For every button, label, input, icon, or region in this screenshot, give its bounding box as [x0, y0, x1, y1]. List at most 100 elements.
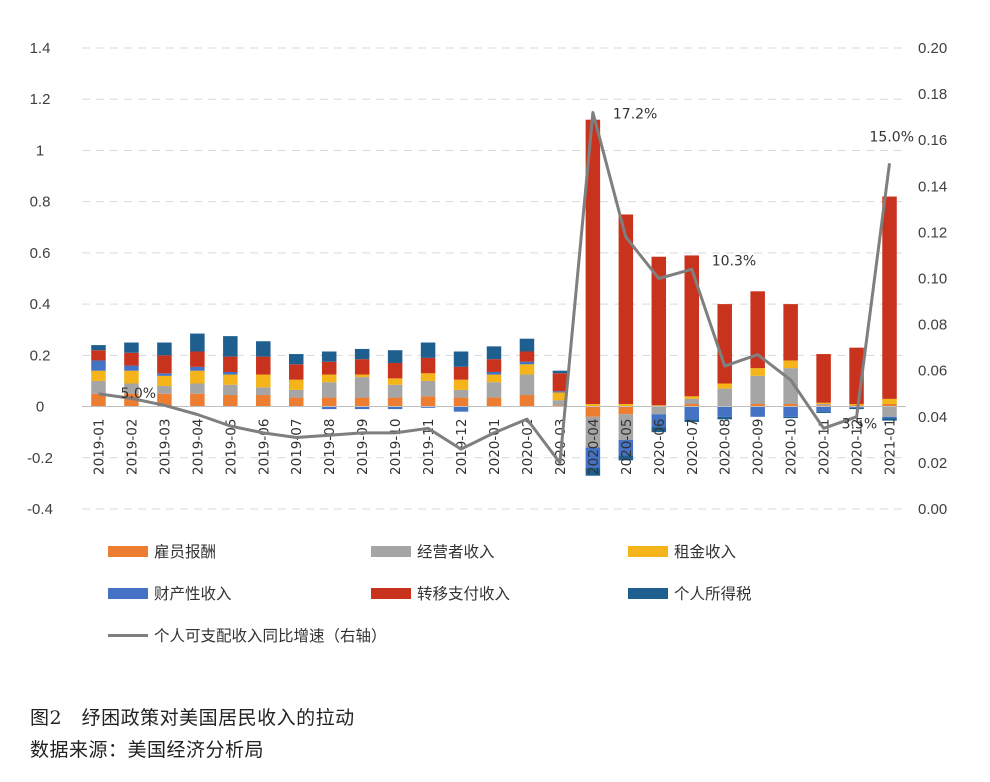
bar-segment: [783, 406, 798, 417]
x-tick-label: 2020-05: [619, 419, 635, 475]
legend-swatch: [108, 587, 148, 599]
bar-segment: [124, 383, 139, 394]
bar-segment: [750, 368, 765, 376]
legend-label: 个人所得税: [674, 585, 752, 603]
bar-segment: [321, 361, 337, 375]
bar-segment: [157, 373, 172, 376]
x-tick-label: 2020-01: [487, 419, 503, 475]
x-tick-label: 2019-10: [388, 419, 404, 475]
bar-segment: [91, 360, 106, 371]
bar-segment: [157, 355, 172, 374]
bar-segment: [420, 357, 436, 374]
legend-item: 个人所得税: [628, 582, 752, 604]
legend-item: 雇员报酬: [108, 540, 216, 562]
bar-segment: [190, 370, 205, 384]
bar-segment: [321, 351, 337, 362]
bar-segment: [684, 255, 700, 397]
bar-segment: [552, 392, 568, 401]
x-tick-label: 2019-11: [421, 419, 437, 475]
bar-segment: [453, 379, 469, 390]
bar-segment: [124, 352, 139, 366]
bar-segment: [552, 391, 568, 393]
bar-segment: [223, 384, 238, 396]
bar-segment: [717, 383, 732, 389]
left-tick-label: 1.4: [30, 40, 51, 57]
bar-segment: [750, 375, 765, 404]
bar-segment: [223, 371, 238, 375]
bar-segment: [256, 341, 271, 357]
bar-segment: [124, 370, 139, 384]
x-tick-label: 2020-10: [784, 419, 800, 475]
bar-segment: [223, 336, 238, 357]
bar-segment: [223, 374, 238, 385]
bar-segment: [288, 354, 304, 365]
bar-segment: [651, 406, 667, 415]
legend-swatch: [628, 587, 668, 599]
bar-segment: [618, 214, 634, 404]
x-tick-label: 2020-09: [751, 419, 767, 475]
x-tick-label: 2020-06: [652, 419, 668, 475]
bar-segment: [124, 342, 139, 353]
legend-item: 转移支付收入: [371, 582, 510, 604]
bar-segment: [256, 395, 271, 407]
bar-segment: [783, 416, 798, 419]
bar-segment: [585, 406, 601, 417]
bar-segment: [684, 396, 700, 399]
bar-segment: [190, 333, 205, 352]
line-annotation: 17.2%: [613, 107, 657, 123]
legend-label: 租金收入: [674, 543, 737, 561]
bar-segment: [585, 119, 601, 404]
legend-item: 财产性收入: [108, 582, 232, 604]
legend-swatch: [108, 545, 148, 557]
bar-segment: [256, 374, 271, 388]
left-tick-label: 0.4: [30, 296, 51, 313]
bar-segment: [321, 406, 337, 410]
bar-segment: [486, 346, 502, 360]
growth-line-path: [98, 111, 891, 465]
bar-segment: [387, 406, 403, 410]
bar-segment: [585, 468, 601, 476]
bar-segment: [519, 338, 535, 352]
bar-segment: [190, 393, 205, 407]
legend-label: 财产性收入: [154, 585, 232, 603]
x-tick-label: 2020-04: [586, 419, 602, 475]
bar-segment: [816, 405, 831, 407]
bar-segment: [420, 342, 436, 358]
x-tick-label: 2021-01: [883, 419, 899, 475]
bar-segment: [321, 397, 337, 407]
bar-segment: [816, 411, 831, 413]
right-tick-label: 0.06: [918, 363, 947, 380]
line-annotation: 5.0%: [120, 386, 156, 402]
bar-segment: [585, 447, 601, 469]
x-tick-label: 2020-11: [817, 419, 833, 475]
bar-segment: [453, 351, 469, 367]
bar-segment: [354, 406, 370, 410]
bar-segment: [91, 380, 106, 394]
bar-segment: [420, 373, 436, 381]
bar-segment: [387, 350, 403, 364]
x-tick-label: 2019-07: [289, 419, 305, 475]
bar-segment: [651, 427, 667, 433]
line-annotation: 3.5%: [842, 416, 878, 432]
left-tick-label: -0.2: [27, 450, 53, 467]
bar-segment: [157, 386, 172, 394]
line-annotation: 15.0%: [870, 129, 914, 145]
bar-segment: [684, 398, 700, 404]
left-axis: -0.4 -0.2 0 0.2 0.4 0.6 0.8 1 1.2 1.4: [27, 40, 53, 518]
right-tick-label: 0.12: [918, 224, 947, 241]
bar-segment: [816, 406, 831, 412]
right-axis: 0.00 0.02 0.04 0.06 0.08 0.10 0.12 0.14 0.16 0.18…: [918, 40, 947, 518]
legend-swatch: [108, 633, 148, 637]
bar-segment: [288, 364, 304, 380]
bar-segment: [882, 398, 897, 404]
bar-segment: [453, 406, 469, 412]
x-tick-label: 2019-03: [157, 419, 173, 475]
bar-segment: [750, 291, 765, 369]
bar-segment: [387, 363, 403, 379]
bar-segment: [552, 400, 568, 406]
x-tick-label: 2019-01: [91, 419, 107, 475]
bar-segment: [288, 397, 304, 407]
bar-segment: [552, 373, 568, 392]
bar-segment: [816, 354, 831, 403]
x-tick-label: 2019-04: [190, 419, 206, 475]
